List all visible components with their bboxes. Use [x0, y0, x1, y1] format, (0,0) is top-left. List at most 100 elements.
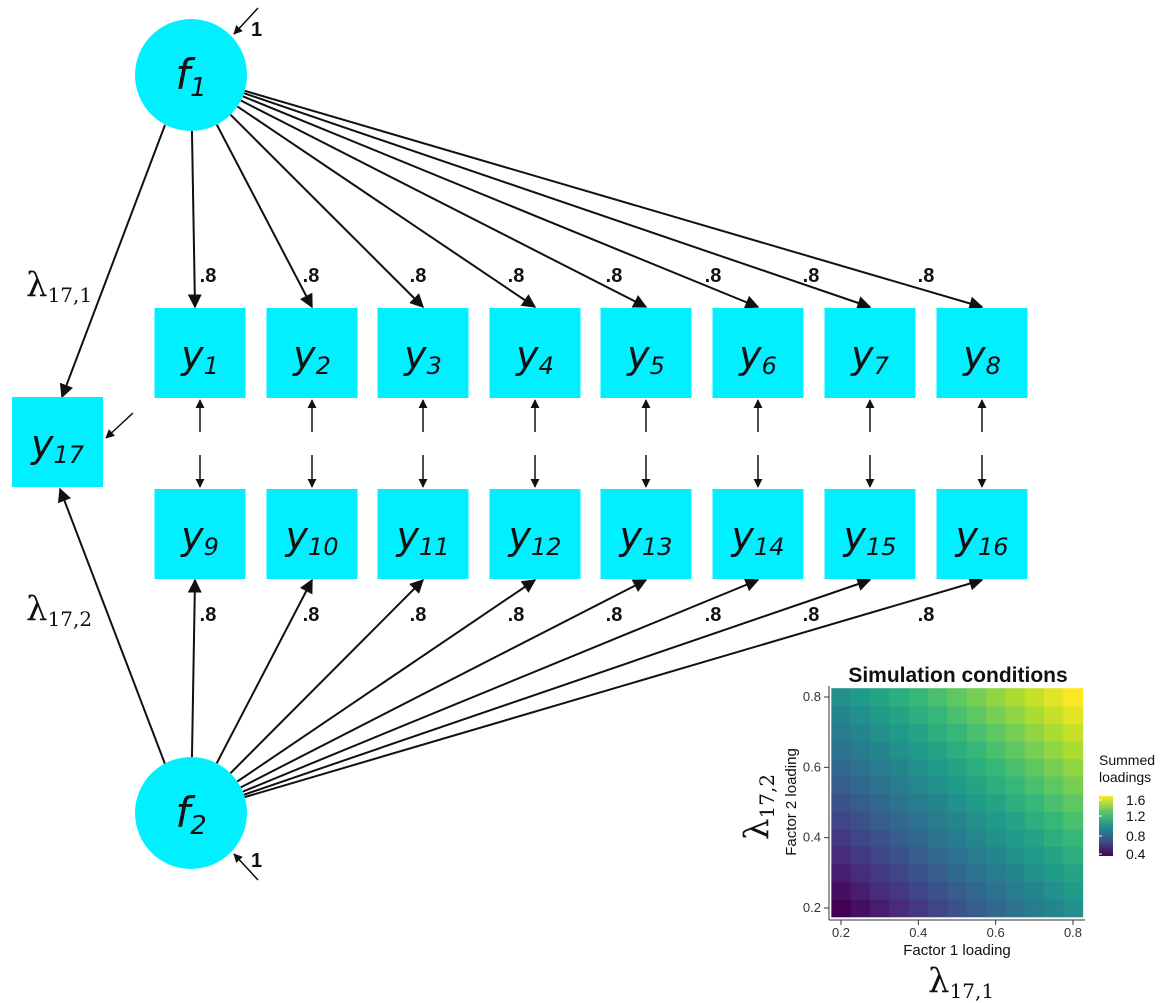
heatmap-cell: [1005, 846, 1026, 865]
heatmap-cell: [1024, 864, 1045, 883]
heatmap-cell: [831, 846, 852, 865]
y-tick-label: 0.8: [803, 689, 821, 704]
lambda-17-1-arrow: [59, 124, 166, 399]
x-tick-label: 0.6: [987, 925, 1005, 940]
f1-loading-arrow: [229, 113, 424, 308]
heatmap-cell: [1024, 723, 1045, 742]
indicator-y9-label: y9: [180, 514, 219, 561]
heatmap-cell: [1024, 758, 1045, 777]
y-tick-label: 0.4: [803, 830, 821, 845]
heatmap-cell: [947, 864, 968, 883]
heatmap-cell: [928, 828, 948, 847]
heatmap-cell: [1044, 793, 1064, 812]
indicator-y12-node: [489, 489, 581, 579]
outer-y-lambda-label: λ17,2: [737, 774, 779, 840]
heatmap-x-ticks: 0.2 0.4 0.6 0.8: [832, 920, 1082, 940]
legend-tick-label: 0.4: [1126, 846, 1146, 862]
heatmap-cell: [1063, 811, 1084, 830]
heatmap-cell: [1044, 811, 1064, 830]
heatmap-cell: [1024, 740, 1045, 760]
heatmap-cell: [870, 723, 890, 742]
f1-loading-label: .8: [508, 265, 525, 287]
heatmap-cell: [986, 758, 1006, 777]
heatmap-cell: [1024, 793, 1045, 812]
heatmap-cell: [850, 705, 871, 724]
f1-variance-arrow: [233, 7, 259, 35]
heatmap-cell: [870, 864, 890, 883]
heatmap-cell: [1044, 758, 1064, 777]
f2-loading-label: .8: [803, 604, 820, 626]
indicator-y3-label: y3: [403, 333, 442, 380]
x-tick-label: 0.4: [909, 925, 927, 940]
indicator-y1-node: [154, 308, 246, 398]
heatmap-cell: [1005, 864, 1026, 883]
heatmap-cell: [889, 758, 910, 777]
indicator-y2-label: y2: [292, 333, 331, 380]
heatmap-cell: [889, 688, 910, 707]
factor-variance-label: 1: [251, 19, 262, 41]
heatmap-cell: [1063, 881, 1084, 900]
heatmap-cell: [966, 723, 987, 742]
f1-loading-label: .8: [303, 265, 320, 287]
heatmap-cell: [1024, 688, 1045, 707]
heatmap-cell: [850, 864, 871, 883]
heatmap-cell: [986, 846, 1006, 865]
heatmap-cell: [831, 828, 852, 847]
indicator-y17-node: [12, 397, 103, 487]
heatmap-cell: [928, 846, 948, 865]
heatmap-cell: [1044, 828, 1064, 847]
heatmap-cell: [870, 740, 890, 760]
f1-loading-label: .8: [606, 265, 623, 287]
f2-loading-arrow: [244, 576, 984, 799]
heatmap-cell: [870, 846, 890, 865]
f1-loading-label: .8: [410, 265, 427, 287]
heatmap-cell: [928, 811, 948, 830]
indicator-y13-node: [600, 489, 692, 579]
indicator-y9-node: [154, 489, 246, 579]
f2-loading-arrow: [240, 579, 648, 789]
f2-loading-arrow: [236, 579, 537, 783]
path-edges: [57, 7, 987, 881]
heatmap-cell: [947, 846, 968, 865]
indicator-y11-label: y11: [395, 514, 449, 561]
f2-loading-label: .8: [303, 604, 320, 626]
heatmap-cell: [966, 758, 987, 777]
f2-variance-arrow: [233, 853, 259, 881]
heatmap-cell: [1024, 828, 1045, 847]
heatmap-cell: [908, 811, 929, 830]
heatmap-cell: [928, 864, 948, 883]
heatmap-cell: [908, 881, 929, 900]
indicator-y15-node: [824, 489, 916, 579]
heatmap-cell: [986, 811, 1006, 830]
indicator-y10-label: y10: [284, 514, 338, 561]
heatmap-cell: [850, 881, 871, 900]
heatmap-cell: [986, 776, 1006, 795]
lambda-17-2-arrow: [57, 487, 166, 765]
heatmap-title: Simulation conditions: [848, 664, 1067, 687]
heatmap-cell: [1024, 881, 1045, 900]
heatmap-cell: [889, 811, 910, 830]
lambda-17-2-label: λ17,2: [26, 589, 92, 631]
heatmap-cell: [1044, 705, 1064, 724]
heatmap-cell: [831, 688, 852, 707]
indicator-y6-node: [712, 308, 804, 398]
simulation-conditions-heatmap: Simulation conditions 0.2 0.4 0.6 0.8 0.80.…: [737, 664, 1155, 1003]
indicator-y10-node: [266, 489, 358, 579]
heatmap-cell: [947, 723, 968, 742]
indicator-y5-node: [600, 308, 692, 398]
diagram-labels: 1 1 .8 .8 .8 .8 .8 .8 .8 .8 .8 .8 .8 .8 .8 .8 .8 .8: [200, 19, 935, 872]
heatmap-cell: [908, 740, 929, 760]
heatmap-cell: [1024, 846, 1045, 865]
heatmap-cell: [986, 793, 1006, 812]
heatmap-cell: [1024, 899, 1045, 918]
heatmap-cell: [850, 811, 871, 830]
heatmap-cell: [870, 793, 890, 812]
f2-loading-label: .8: [200, 604, 217, 626]
heatmap-cell: [986, 864, 1006, 883]
y-tick-label: 0.2: [803, 900, 821, 915]
heatmap-cell: [889, 864, 910, 883]
f2-loading-label: .8: [508, 604, 525, 626]
heatmap-cell: [966, 793, 987, 812]
heatmap-cell: [947, 811, 968, 830]
